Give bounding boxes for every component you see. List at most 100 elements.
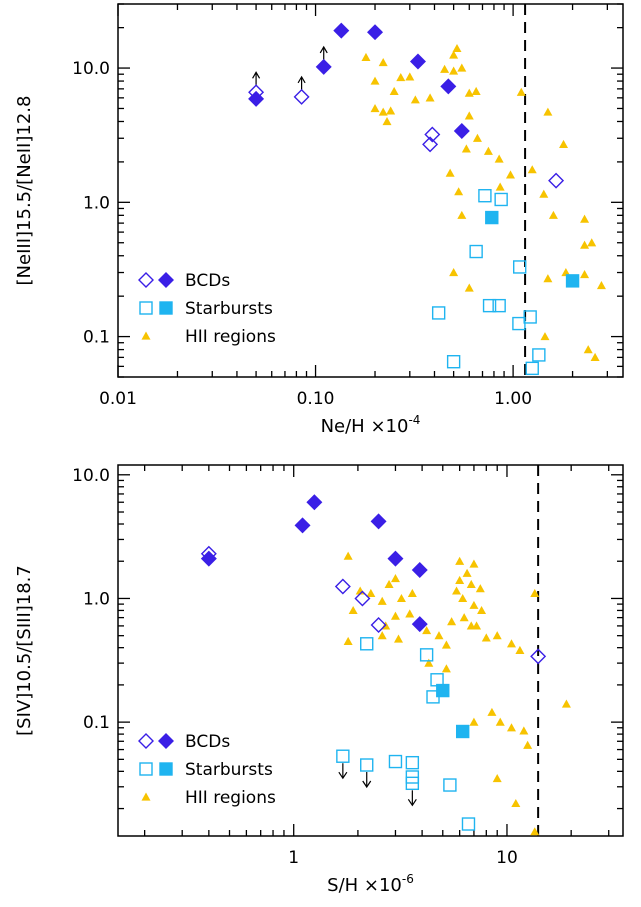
hii-point bbox=[469, 600, 479, 609]
legend-marker-hii bbox=[141, 331, 151, 340]
hii-point bbox=[348, 605, 358, 615]
hii-point bbox=[422, 626, 432, 635]
bcd-point bbox=[370, 617, 387, 633]
legend-marker-starburst bbox=[159, 762, 173, 776]
upper-limit-arrowhead bbox=[338, 771, 348, 780]
y-tick-label: 0.1 bbox=[83, 328, 110, 348]
hii-point bbox=[495, 182, 505, 191]
hii-point bbox=[580, 214, 590, 223]
lower-limit-arrowhead bbox=[297, 75, 306, 84]
hii-point bbox=[543, 274, 553, 283]
y-axis-title: [SIV]10.5/[SIII]18.7 bbox=[14, 565, 35, 736]
starburst-point bbox=[405, 755, 420, 770]
upper-limit-arrowhead bbox=[362, 780, 372, 789]
legend-label: BCDs bbox=[185, 732, 230, 752]
bcd-point bbox=[306, 494, 323, 511]
starburst-point bbox=[461, 817, 476, 831]
hii-point bbox=[389, 86, 399, 96]
hii-point bbox=[434, 631, 444, 640]
starburst-point bbox=[512, 316, 526, 331]
hii-point bbox=[449, 66, 459, 75]
hii-point bbox=[445, 168, 455, 177]
hii-point bbox=[530, 827, 540, 836]
hii-point bbox=[396, 73, 406, 82]
hii-point bbox=[580, 270, 590, 279]
hii-point bbox=[539, 189, 549, 198]
x-axis-title: Ne/H ×10-4 bbox=[321, 413, 421, 437]
hii-point bbox=[511, 798, 521, 808]
hii-point bbox=[452, 43, 462, 53]
hii-point bbox=[505, 170, 515, 179]
y-tick-label: 10.0 bbox=[72, 59, 110, 79]
legend-marker-bcd bbox=[138, 272, 154, 288]
hii-point bbox=[561, 699, 571, 708]
hii-point bbox=[361, 52, 371, 62]
hii-point bbox=[472, 133, 482, 142]
hii-point bbox=[390, 574, 400, 583]
hii-point bbox=[343, 636, 353, 645]
starburst-point bbox=[532, 348, 546, 362]
bcd-point bbox=[293, 88, 310, 105]
legend-marker-bcd bbox=[158, 272, 174, 288]
hii-point bbox=[458, 593, 468, 603]
hii-point bbox=[447, 617, 457, 626]
bcd-point bbox=[424, 126, 441, 143]
hii-point bbox=[390, 611, 400, 620]
legend-marker-starburst bbox=[139, 301, 153, 315]
starburst-point bbox=[446, 355, 461, 369]
bcd-point bbox=[294, 517, 311, 534]
legend-label: HII regions bbox=[185, 327, 276, 347]
bcd-point bbox=[248, 90, 265, 107]
hii-point bbox=[540, 332, 550, 341]
hii-point bbox=[440, 64, 450, 73]
starburst-point bbox=[482, 298, 497, 313]
hii-point bbox=[449, 268, 459, 277]
hii-point bbox=[455, 556, 465, 565]
hii-point bbox=[469, 559, 479, 568]
bcd-point bbox=[370, 513, 387, 530]
ne-panel: 0.01 0.10 1.00 0.1 1.0 10.0 Ne/H ×10-4 [NeIII]1… bbox=[14, 3, 624, 437]
bcd-point bbox=[315, 58, 332, 75]
hii-point bbox=[441, 640, 451, 649]
hii-point bbox=[596, 281, 606, 290]
hii-point bbox=[492, 774, 502, 783]
hii-point bbox=[386, 106, 396, 115]
hii-point bbox=[471, 86, 481, 96]
starburst-point bbox=[419, 648, 434, 662]
bcd-point bbox=[354, 590, 371, 607]
hii-point bbox=[382, 116, 392, 126]
hii-point bbox=[410, 95, 420, 104]
starburst-point bbox=[525, 361, 539, 376]
legend-marker-bcd bbox=[158, 733, 174, 749]
hii-point bbox=[462, 568, 472, 577]
hii-point bbox=[377, 631, 387, 640]
legend-label: Starbursts bbox=[185, 760, 273, 780]
hii-point bbox=[464, 283, 474, 292]
plot-frame bbox=[117, 3, 624, 378]
hii-point bbox=[457, 63, 467, 72]
plot-frame bbox=[117, 464, 624, 837]
bcd-point bbox=[333, 22, 350, 39]
hii-point bbox=[469, 717, 479, 726]
x-tick-label: 1.00 bbox=[494, 389, 532, 409]
starburst-point bbox=[436, 683, 450, 698]
hii-point bbox=[464, 88, 474, 97]
hii-point bbox=[449, 50, 459, 59]
hii-point bbox=[378, 107, 388, 116]
starburst-point bbox=[405, 776, 420, 791]
starburst-point bbox=[469, 244, 483, 259]
x-axis-exponent: -6 bbox=[402, 872, 414, 886]
hii-point bbox=[516, 87, 526, 96]
hii-point bbox=[543, 107, 553, 116]
hii-point bbox=[587, 238, 597, 247]
x-tick-label: 10 bbox=[496, 848, 518, 868]
y-tick-label: 1.0 bbox=[83, 589, 110, 609]
lower-limit-arrowhead bbox=[252, 71, 261, 79]
hii-point bbox=[378, 58, 388, 67]
bcd-point bbox=[453, 122, 470, 139]
bcd-point bbox=[409, 53, 426, 70]
bcd-point bbox=[411, 616, 428, 633]
hii-point bbox=[452, 586, 462, 595]
hii-point bbox=[466, 621, 476, 630]
bcd-point bbox=[387, 550, 404, 567]
